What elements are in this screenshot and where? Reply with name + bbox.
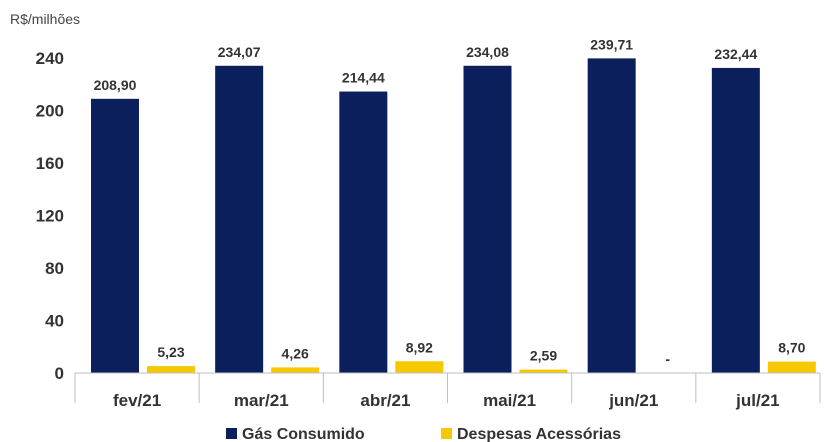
y-tick-label: 40 [45, 312, 64, 331]
x-tick-label: mai/21 [483, 391, 536, 410]
data-label: 214,44 [342, 70, 385, 86]
bar-despesas-acessorias [395, 361, 444, 373]
legend-swatch [441, 428, 452, 439]
bar-gas-consumido [215, 65, 264, 373]
y-tick-label: 120 [36, 207, 64, 226]
bars-group [91, 58, 816, 374]
bar-despesas-acessorias [767, 361, 816, 373]
data-label: 2,59 [530, 348, 557, 364]
y-tick-label: 0 [55, 364, 64, 383]
x-tick-label: abr/21 [360, 391, 410, 410]
data-label: 208,90 [94, 77, 137, 93]
data-label: 232,44 [714, 46, 757, 62]
bar-gas-consumido [339, 91, 388, 374]
y-tick-label: 240 [36, 49, 64, 68]
y-tick-label: 160 [36, 154, 64, 173]
data-label: 5,23 [157, 344, 184, 360]
data-label: 8,92 [406, 339, 433, 355]
data-label: 8,70 [778, 340, 805, 356]
bar-despesas-acessorias [147, 366, 195, 373]
bar-gas-consumido [711, 67, 760, 374]
data-labels-group: 208,90 5,23 234,07 4,26 214,44 8,92 234,08 2,59… [94, 36, 806, 367]
y-tick-label: 200 [36, 102, 64, 121]
x-tick-label: jun/21 [608, 391, 658, 410]
x-tick-label: jul/21 [735, 391, 779, 410]
bar-gas-consumido [463, 65, 512, 374]
y-tick-label: 80 [45, 259, 64, 278]
data-label: 234,07 [218, 44, 261, 60]
data-label: - [665, 351, 670, 367]
bar-despesas-acessorias [271, 367, 320, 373]
legend-label: Gás Consumido [242, 426, 365, 442]
bar-gas-consumido [91, 98, 139, 373]
data-label: 4,26 [282, 345, 309, 361]
y-axis-unit-label: R$/milhões [10, 11, 80, 27]
legend: Gás Consumido Despesas Acessórias [226, 426, 621, 442]
x-tick-label: fev/21 [113, 391, 161, 410]
data-label: 234,08 [466, 44, 509, 60]
x-tick-label: mar/21 [234, 391, 289, 410]
y-axis: 0 40 80 120 160 200 240 [36, 49, 64, 383]
legend-label: Despesas Acessórias [457, 426, 621, 442]
bar-gas-consumido [587, 58, 636, 374]
legend-swatch [226, 428, 237, 439]
x-axis: fev/21 mar/21 abr/21 mai/21 jun/21 jul/21 [74, 372, 821, 410]
data-label: 239,71 [590, 36, 633, 52]
bar-despesas-acessorias [519, 369, 568, 373]
